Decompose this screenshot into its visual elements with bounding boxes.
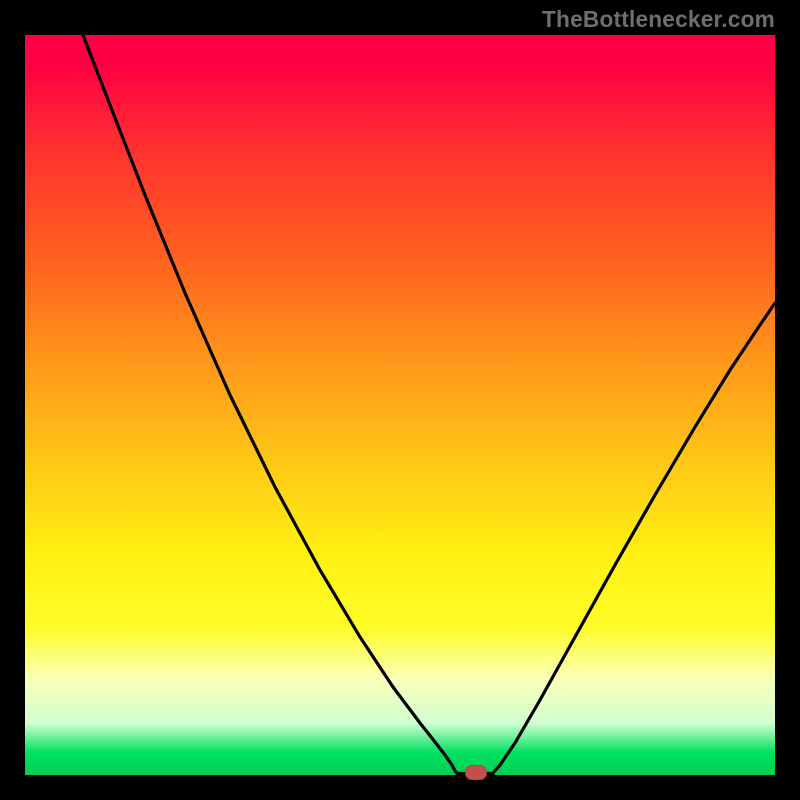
optimum-marker	[465, 765, 487, 780]
chart-frame: TheBottlenecker.com	[0, 0, 800, 800]
curve-path	[83, 35, 775, 774]
bottleneck-curve	[0, 0, 800, 800]
